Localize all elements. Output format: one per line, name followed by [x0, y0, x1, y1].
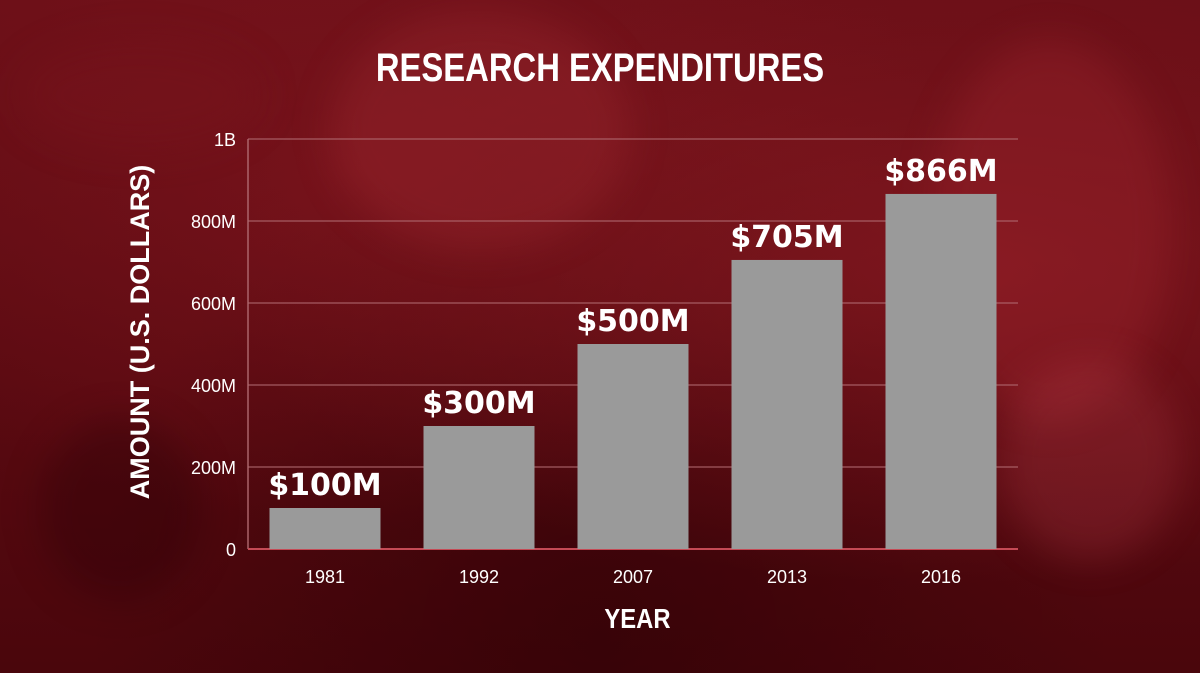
- y-tick-label: 800M: [191, 212, 236, 232]
- x-tick-label: 1981: [305, 567, 345, 587]
- bar: [885, 193, 997, 549]
- data-label: $705M: [730, 220, 843, 255]
- y-tick-label: 1B: [214, 130, 236, 150]
- data-label: $500M: [576, 304, 689, 339]
- y-tick-label: 0: [226, 540, 236, 560]
- x-tick-label: 2013: [767, 567, 807, 587]
- bar: [269, 508, 381, 549]
- chart-title: RESEARCH EXPENDITURES: [375, 46, 825, 90]
- y-tick-label: 200M: [191, 458, 236, 478]
- bar: [423, 426, 535, 549]
- data-label: $100M: [268, 468, 381, 503]
- y-tick-label: 600M: [191, 294, 236, 314]
- x-tick-label: 2016: [921, 567, 961, 587]
- x-tick-label: 2007: [613, 567, 653, 587]
- y-tick-label: 400M: [191, 376, 236, 396]
- bar: [577, 344, 689, 549]
- bar: [731, 259, 843, 549]
- x-axis-label: YEAR: [604, 603, 671, 634]
- data-label: $866M: [884, 154, 997, 189]
- x-tick-label: 1992: [459, 567, 499, 587]
- data-label: $300M: [422, 386, 535, 421]
